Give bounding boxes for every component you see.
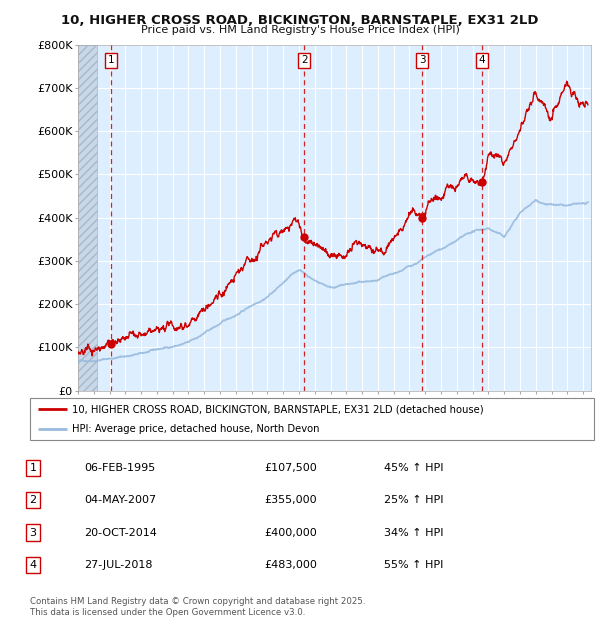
Text: 25% ↑ HPI: 25% ↑ HPI [384, 495, 443, 505]
Text: 20-OCT-2014: 20-OCT-2014 [84, 528, 157, 538]
Text: 04-MAY-2007: 04-MAY-2007 [84, 495, 156, 505]
Text: 4: 4 [478, 55, 485, 65]
Text: Contains HM Land Registry data © Crown copyright and database right 2025.
This d: Contains HM Land Registry data © Crown c… [30, 598, 365, 617]
Text: 3: 3 [419, 55, 425, 65]
Text: 45% ↑ HPI: 45% ↑ HPI [384, 463, 443, 473]
Text: Price paid vs. HM Land Registry's House Price Index (HPI): Price paid vs. HM Land Registry's House … [140, 25, 460, 35]
Text: 1: 1 [29, 463, 37, 473]
Text: 2: 2 [29, 495, 37, 505]
Text: 1: 1 [107, 55, 115, 65]
Text: 27-JUL-2018: 27-JUL-2018 [84, 560, 152, 570]
Text: £400,000: £400,000 [264, 528, 317, 538]
Text: £355,000: £355,000 [264, 495, 317, 505]
FancyBboxPatch shape [30, 398, 594, 440]
Text: HPI: Average price, detached house, North Devon: HPI: Average price, detached house, Nort… [73, 424, 320, 434]
Text: 34% ↑ HPI: 34% ↑ HPI [384, 528, 443, 538]
Text: 10, HIGHER CROSS ROAD, BICKINGTON, BARNSTAPLE, EX31 2LD: 10, HIGHER CROSS ROAD, BICKINGTON, BARNS… [61, 14, 539, 27]
Text: 3: 3 [29, 528, 37, 538]
Text: 06-FEB-1995: 06-FEB-1995 [84, 463, 155, 473]
Text: 2: 2 [301, 55, 308, 65]
Text: £483,000: £483,000 [264, 560, 317, 570]
Text: 55% ↑ HPI: 55% ↑ HPI [384, 560, 443, 570]
Text: 10, HIGHER CROSS ROAD, BICKINGTON, BARNSTAPLE, EX31 2LD (detached house): 10, HIGHER CROSS ROAD, BICKINGTON, BARNS… [73, 404, 484, 414]
Text: £107,500: £107,500 [264, 463, 317, 473]
Text: 4: 4 [29, 560, 37, 570]
Bar [78, 45, 97, 391]
